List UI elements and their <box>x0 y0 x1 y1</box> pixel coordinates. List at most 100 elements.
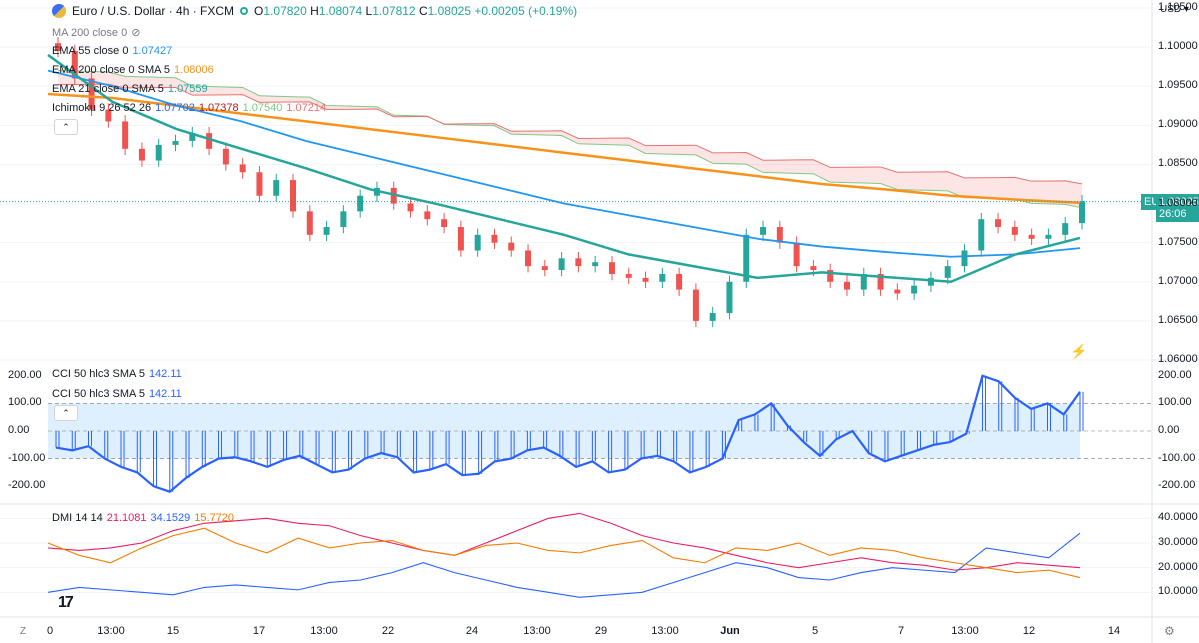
candle-body <box>474 234 481 251</box>
candle-body <box>122 121 129 149</box>
dmi-tick-label: 40.0000 <box>1158 511 1198 524</box>
price-tick-label: 1.08500 <box>1158 157 1198 170</box>
price-tick-label: 1.09500 <box>1158 79 1198 92</box>
time-tick-label: 13:00 <box>651 625 679 637</box>
cci-tick-label: -200.00 <box>1158 479 1196 492</box>
candle-body <box>1045 234 1052 239</box>
candle-body <box>441 219 448 228</box>
candle-body <box>843 281 850 290</box>
timezone-button[interactable]: Z <box>20 626 27 637</box>
ohlc-values: O1.07820 H1.08074 L1.07812 C1.08025 +0.0… <box>254 4 578 18</box>
cci-tick-label-left: 0.00 <box>8 424 30 436</box>
time-tick-label: 13:00 <box>523 625 551 637</box>
gear-icon[interactable]: ⚙ <box>1164 624 1175 638</box>
candle-body <box>995 219 1002 228</box>
time-tick-label: 0 <box>46 625 54 637</box>
cci-tick-label: -100.00 <box>1158 451 1196 464</box>
candle-body <box>558 258 565 271</box>
candle-body <box>608 262 615 274</box>
candle-body <box>340 211 347 228</box>
time-tick-label: 7 <box>897 625 905 637</box>
legend-cci-2[interactable]: CCI 50 hlc3 SMA 5 142.11 <box>52 388 182 400</box>
candle-body <box>709 313 716 321</box>
time-tick-label: Jun <box>720 625 740 637</box>
candle-body <box>692 289 699 321</box>
eye-slash-icon[interactable]: ⊘ <box>131 27 141 39</box>
cci-tick-label-left: -200.00 <box>8 479 46 492</box>
candle-body <box>273 180 280 196</box>
time-tick-label: 12 <box>1022 625 1036 637</box>
time-tick-label: 13:00 <box>951 625 979 637</box>
legend-dmi[interactable]: DMI 14 14 21.1081 34.1529 15.7720 <box>52 512 235 524</box>
candle-body <box>592 262 599 267</box>
candle-body <box>877 273 884 290</box>
time-tick-label: 5 <box>811 625 819 637</box>
candle-body <box>726 281 733 314</box>
dmi-plus-line <box>47 532 1081 598</box>
candle-body <box>491 234 498 243</box>
price-tick-label: 1.08000 <box>1158 196 1198 209</box>
currency-flag-icon <box>52 4 66 18</box>
legend-ma200[interactable]: MA 200 close 0 ⊘ <box>52 27 141 39</box>
legend-ema200[interactable]: EMA 200 close 0 SMA 5 1.08006 <box>52 64 214 76</box>
legend-ema55[interactable]: EMA 55 close 0 1.07427 <box>52 45 173 57</box>
candle-body <box>944 266 951 278</box>
candle-body <box>743 234 750 282</box>
dmi-minus-line <box>47 527 1081 579</box>
candle-body <box>541 266 548 271</box>
candle-body <box>138 148 145 161</box>
dmi-tick-label: 30.0000 <box>1158 536 1198 548</box>
candle-body <box>290 180 297 212</box>
ichimoku-span-b <box>57 83 1083 185</box>
dmi-tick-label: 20.0000 <box>1158 560 1198 573</box>
legend-ema21[interactable]: EMA 21 close 0 SMA 5 1.07559 <box>52 83 208 95</box>
candle-body <box>323 227 330 235</box>
candle-body <box>424 211 431 220</box>
candle-body <box>575 258 582 267</box>
symbol-title[interactable]: Euro / U.S. Dollar · 4h · FXCM <box>72 4 235 18</box>
candle-body <box>222 148 229 165</box>
candle-body <box>1028 234 1035 239</box>
candle-body <box>55 43 61 52</box>
tradingview-logo[interactable]: 17 <box>58 594 74 611</box>
price-change: +0.00205 (+0.19%) <box>474 4 578 18</box>
candle-body <box>894 289 901 294</box>
time-tick-label: 14 <box>1107 625 1121 637</box>
collapse-cci-legend-button[interactable]: ⌃ <box>54 405 78 421</box>
candle-body <box>407 203 414 212</box>
candle-body <box>1062 223 1069 235</box>
candle-body <box>676 273 683 290</box>
cci-tick-label-left: 100.00 <box>8 396 42 409</box>
candle-body <box>88 78 95 110</box>
legend-ichimoku[interactable]: Ichimoku 9 26 52 26 1.07702 1.07378 1.07540… <box>52 102 327 114</box>
time-tick-label: 24 <box>465 625 479 637</box>
price-tick-label: 1.07500 <box>1158 235 1198 248</box>
candle-body <box>760 227 767 235</box>
candle-body <box>1079 201 1085 224</box>
price-tick-label: 1.09000 <box>1158 118 1198 131</box>
candle-body <box>776 227 783 243</box>
candle-body <box>155 144 162 161</box>
candle-body <box>306 211 313 235</box>
collapse-legend-button[interactable]: ⌃ <box>54 119 78 135</box>
candle-body <box>206 133 213 149</box>
candle-body <box>239 164 246 173</box>
currency-selector[interactable]: USD ▾ <box>1160 4 1189 15</box>
candle-body <box>172 140 179 145</box>
legend-cci-1[interactable]: CCI 50 hlc3 SMA 5 142.11 <box>52 368 182 380</box>
cci-tick-label: 200.00 <box>1158 368 1192 381</box>
last-price-value: 1.08025 26:06 <box>1156 193 1199 222</box>
cci-line <box>55 374 1081 493</box>
price-tick-label: 1.06000 <box>1158 353 1198 365</box>
candle-body <box>189 133 196 141</box>
price-tick-label: 1.10000 <box>1158 40 1198 53</box>
candle-body <box>961 250 968 267</box>
candle-body <box>827 270 834 282</box>
dmi-tick-label: 10.0000 <box>1158 585 1198 598</box>
market-status-icon <box>240 7 249 15</box>
lightning-icon[interactable]: ⚡ <box>1070 343 1088 359</box>
ema200-line <box>47 92 1081 205</box>
price-tick-label: 1.10500 <box>1158 1 1198 13</box>
price-tick-label: 1.06500 <box>1158 313 1198 326</box>
